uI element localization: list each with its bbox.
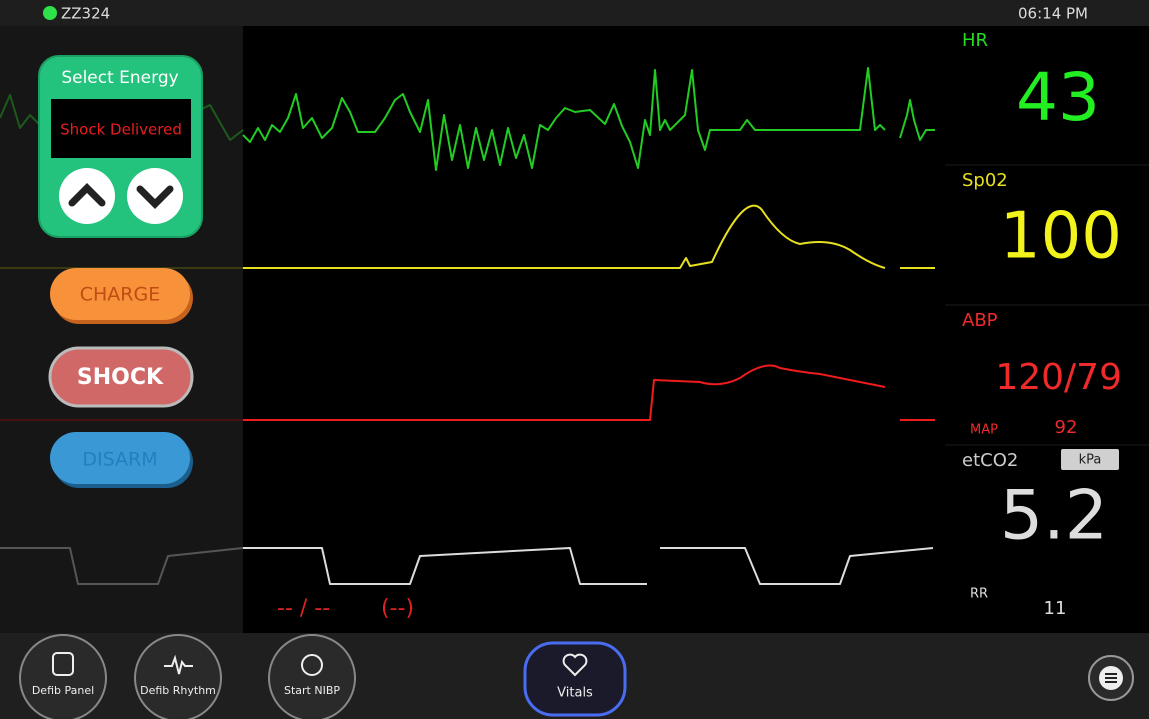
device-id: ZZ324 [61,5,110,23]
button-body [48,346,194,408]
spo2-label: Sp02 [962,170,1008,191]
abp-wave [243,364,935,421]
defib-panel-button[interactable]: Defib Panel [19,634,107,719]
spo2-value: 100 [1000,200,1122,274]
shock-button[interactable]: SHOCK [48,346,194,408]
hr-value: 43 [1016,59,1100,136]
clock: 06:14 PM [1018,5,1088,23]
energy-up-button[interactable] [59,168,115,224]
icon [562,653,588,677]
etco2-label: etCO2 [962,450,1018,471]
defib-rhythm-button[interactable]: Defib Rhythm [134,634,222,719]
charge-button[interactable]: CHARGE [50,268,193,324]
button-label: SHOCK [77,365,164,390]
unit-label: kPa [1079,453,1102,468]
map-value: 92 [1055,417,1078,438]
unit-box [1061,449,1119,470]
menu-button[interactable] [1088,655,1134,701]
button-label: Start NIBP [284,684,340,697]
etco2-value: 5.2 [1000,477,1108,556]
rr-label: RR [970,587,988,602]
disarm-button[interactable]: DISARM [50,432,193,488]
button-body [523,641,627,717]
icon [164,654,193,675]
button-label: Defib Rhythm [140,684,216,697]
button-label: Vitals [557,686,593,701]
button-circle [268,634,356,719]
button-label: DISARM [82,449,157,471]
icon [301,654,323,676]
energy-status: Shock Delivered [60,121,182,139]
abp-label: ABP [962,310,998,331]
ecg-wave [242,67,935,171]
unit-toggle[interactable]: kPa [1061,449,1119,470]
abp-value: 120/79 [995,357,1122,398]
spo2-wave [243,204,935,269]
co2-wave [243,547,934,585]
icon [52,652,74,676]
rr-value: 11 [1044,598,1067,619]
energy-display [51,99,191,158]
vitals-button[interactable]: Vitals [523,641,627,717]
button-circle [134,634,222,719]
icon-lines [1105,673,1117,683]
energy-down-button[interactable] [127,168,183,224]
status-dot [43,6,57,20]
map-label: MAP [970,423,998,438]
button-label: Defib Panel [32,684,94,697]
button-label: CHARGE [80,284,160,306]
button-circle [19,634,107,719]
chevron-down [136,185,174,209]
nibp-pressure: -- / -- [277,596,330,621]
button-body [50,432,190,484]
nibp-mean: (--) [381,596,414,621]
button-body [50,268,190,320]
start-nibp-button[interactable]: Start NIBP [268,634,356,719]
button-circle [59,168,115,224]
chevron-up [68,183,106,207]
button-circle [127,168,183,224]
energy-title: Select Energy [61,68,178,88]
co2-wave-dim [0,547,244,585]
status-bar [0,0,1149,26]
hr-label: HR [962,30,988,51]
